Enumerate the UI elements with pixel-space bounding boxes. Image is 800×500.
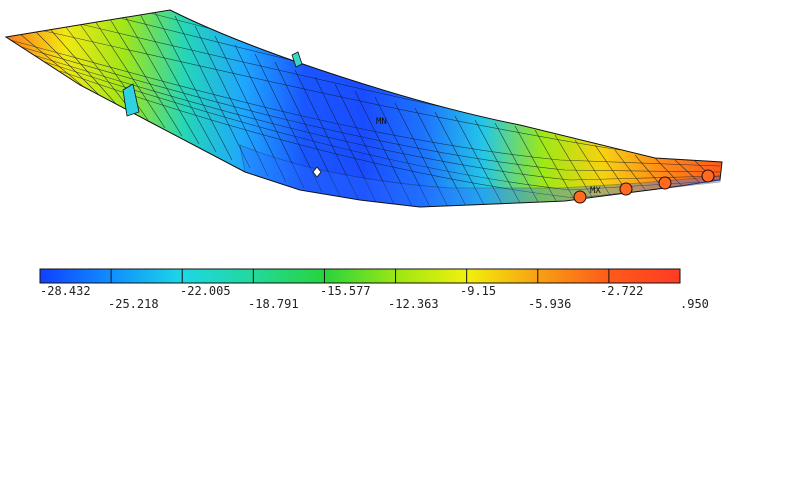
legend-top-label: -22.005 — [180, 284, 231, 298]
bearing-diamond — [312, 166, 322, 178]
bearing-circle — [701, 169, 715, 183]
legend-bottom-label: .950 — [680, 297, 709, 311]
bearing-circle — [573, 190, 587, 204]
legend-top-label: -28.432 — [40, 284, 91, 298]
bearing-circle — [619, 182, 633, 196]
girder-model: MN MX — [4, 9, 723, 208]
legend-bottom-label: -18.791 — [248, 297, 299, 311]
contour-legend: -28.432 -22.005 -15.577 -9.15 -2.722 -25… — [39, 268, 709, 311]
legend-top-label: -15.577 — [320, 284, 371, 298]
legend-bottom-label: -5.936 — [528, 297, 571, 311]
legend-bottom-label: -25.218 — [108, 297, 159, 311]
min-value-marker: MN — [376, 117, 387, 127]
legend-top-label: -2.722 — [600, 284, 643, 298]
stiffener-tab — [291, 51, 303, 68]
max-value-marker: MX — [590, 186, 601, 196]
bearing-circle — [658, 176, 672, 190]
legend-tick-marks — [39, 269, 681, 283]
side-rib — [122, 83, 140, 117]
end-bearings — [573, 169, 715, 204]
legend-bottom-label: -12.363 — [388, 297, 439, 311]
legend-color-bar — [39, 268, 681, 284]
girder-side-face — [239, 144, 721, 208]
transverse-mesh-lines — [19, 11, 717, 207]
legend-top-label: -9.15 — [460, 284, 496, 298]
